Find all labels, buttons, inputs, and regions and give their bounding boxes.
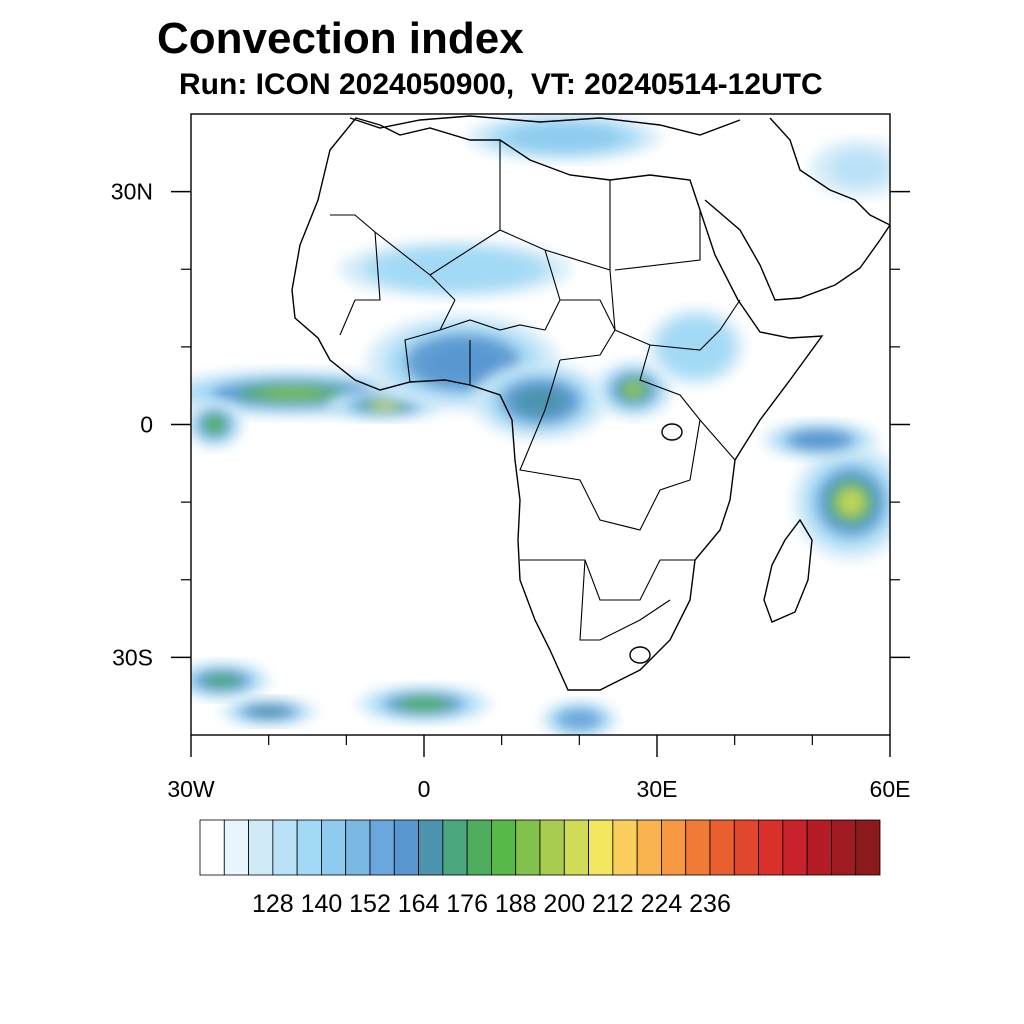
field-south-atlantic-sw [220,697,318,727]
europe-coastline [349,115,741,136]
colorbar-swatch [563,819,589,876]
lon-tick-label: 60E [870,776,911,802]
map-title: Convection index [157,14,524,63]
axis-tick-labels: 30W 0 30E 60E 30N 0 30S [111,179,911,802]
field-south-atlantic [356,684,492,724]
colorbar-swatch [442,819,468,876]
colorbar-label: 152 [349,890,391,918]
colorbar-swatch [272,819,298,876]
colorbar-swatch [321,819,347,876]
colorbar-label: 176 [446,890,488,918]
colorbar-swatch [661,819,687,876]
colorbar-swatch [418,819,444,876]
map-subtitle: Run: ICON 2024050900, VT: 20240514-12UTC [179,68,823,101]
lake-victoria [661,423,683,441]
colorbar-swatch [588,819,614,876]
colorbar-swatch [515,819,541,876]
colorbar-label: 164 [398,890,440,918]
lesotho-border [629,646,651,664]
field-sahel-band [338,240,572,299]
colorbar-swatch [612,819,638,876]
colorbar-swatch [855,819,881,876]
colorbar-swatch [806,819,832,876]
colorbar-swatch [369,819,395,876]
colorbar-label: 212 [592,890,634,918]
colorbar-swatch [539,819,565,876]
colorbar-label: 224 [641,890,683,918]
lon-tick-label: 30E [637,776,678,802]
colorbar-swatch [685,819,711,876]
colorbar-swatch [223,819,249,876]
madagascar-coastline [763,518,813,623]
lat-tick-label: 30N [111,179,153,205]
colorbar-swatch [733,819,759,876]
country-borders [330,140,741,641]
colorbar-swatch [831,819,857,876]
convection-fields [191,114,890,735]
colorbar-swatch [345,819,371,876]
field-south-atlantic-west [191,661,271,701]
lon-tick-label: 30W [167,776,215,802]
field-mediterranean [466,114,661,162]
axis-ticks [171,190,910,757]
field-central-africa [472,362,609,441]
lat-tick-label: 30S [112,644,153,670]
colorbar-swatch [248,819,274,876]
lon-tick-label: 0 [418,776,431,802]
colorbar-label: 128 [252,890,294,918]
colorbar-label: 200 [543,890,585,918]
colorbar-swatch [393,819,419,876]
field-indian-ocean [792,443,890,561]
colorbar-swatch [296,819,322,876]
field-mozambique-channel-s [540,700,619,735]
coastlines [291,115,890,691]
colorbar-label: 188 [495,890,537,918]
colorbar-label: 140 [301,890,343,918]
colorbar-swatch [782,819,808,876]
colorbar [199,819,881,876]
colorbar-label: 236 [689,890,731,918]
lat-tick-label: 0 [140,412,153,438]
field-equatorial-west [191,400,244,449]
field-arabia-north [810,139,890,198]
colorbar-swatch [758,819,784,876]
colorbar-swatch [636,819,662,876]
field-east-africa [647,308,745,386]
colorbar-swatch [466,819,492,876]
field-south-sudan [594,360,673,419]
colorbar-swatch [199,819,225,876]
arabia-coastline [704,117,890,301]
colorbar-swatch [709,819,735,876]
colorbar-labels: 128 140 152 164 176 188 200 212 224 236 [252,890,731,918]
field-indian-ocean-north [761,420,879,460]
colorbar-swatch [491,819,517,876]
